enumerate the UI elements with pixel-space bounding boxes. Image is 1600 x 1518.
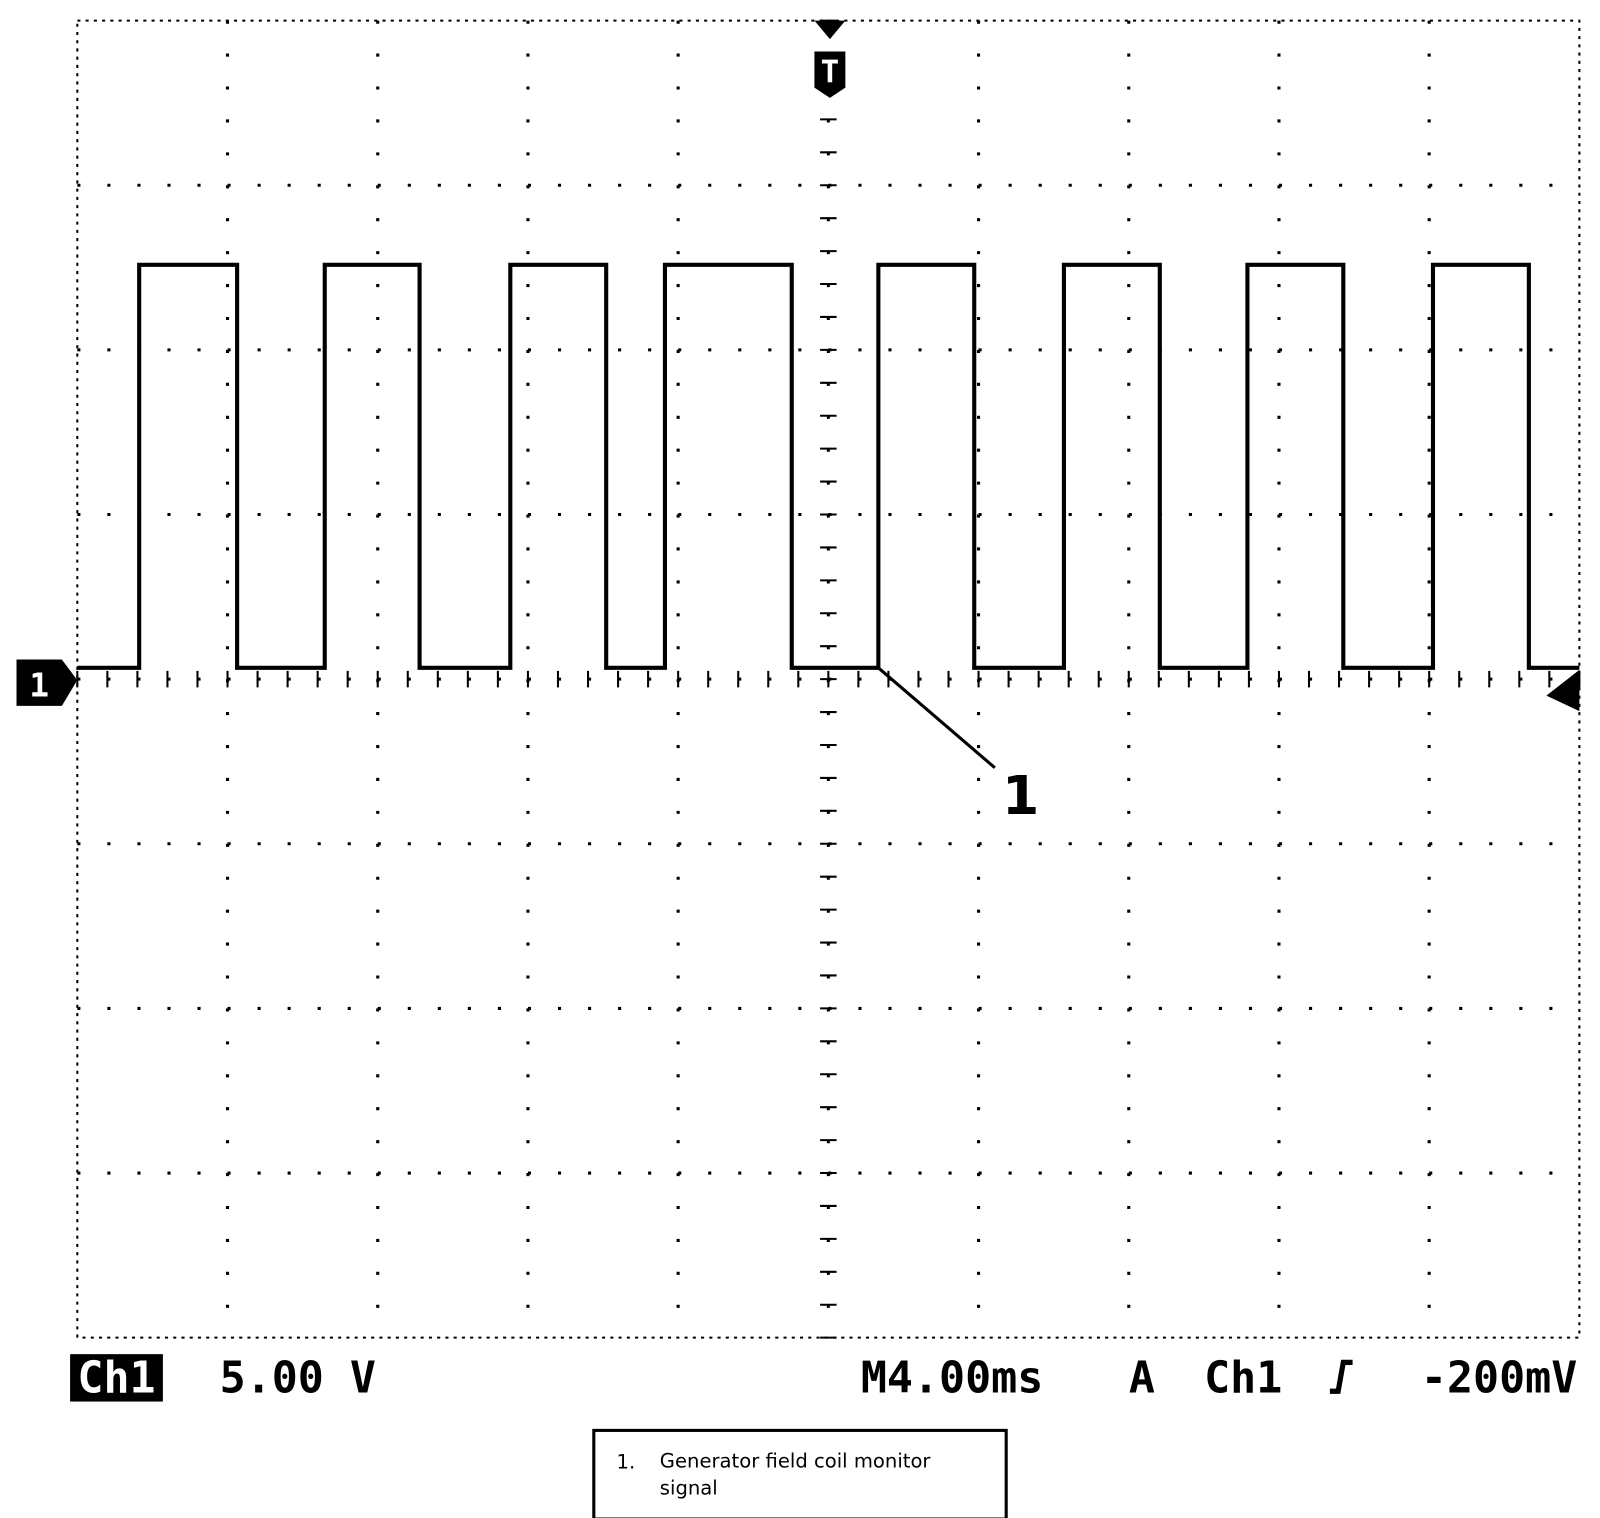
waveform: [77, 262, 1580, 670]
trigger-position-marker: [814, 51, 846, 98]
trigger-marker-label: T: [821, 54, 840, 90]
graticule: [76, 19, 1581, 1339]
legend-text: Generator field coil monitor signal: [659, 1449, 931, 1500]
callout-number: 1: [1002, 764, 1039, 827]
trigger-arrow: [814, 20, 846, 40]
channel-ground-marker: [16, 659, 78, 706]
legend-text-wrap: Generator field coil monitor signal: [659, 1449, 931, 1500]
trigger-level: -200mV: [1421, 1353, 1577, 1403]
channel-badge: [70, 1354, 163, 1402]
channel-label: Ch1: [77, 1353, 155, 1403]
trigger-mode: A: [1129, 1353, 1155, 1403]
legend-number: 1.: [616, 1451, 635, 1474]
trigger-level-marker: [1546, 669, 1580, 712]
time-per-div: M4.00ms: [861, 1353, 1043, 1403]
callout-leader: [877, 666, 996, 769]
trigger-slope-icon: [1329, 1359, 1353, 1394]
trigger-source: Ch1: [1204, 1353, 1282, 1403]
channel-marker-label: 1: [29, 666, 49, 705]
volts-per-div: 5.00 V: [220, 1353, 376, 1403]
legend-box: [592, 1428, 1008, 1518]
